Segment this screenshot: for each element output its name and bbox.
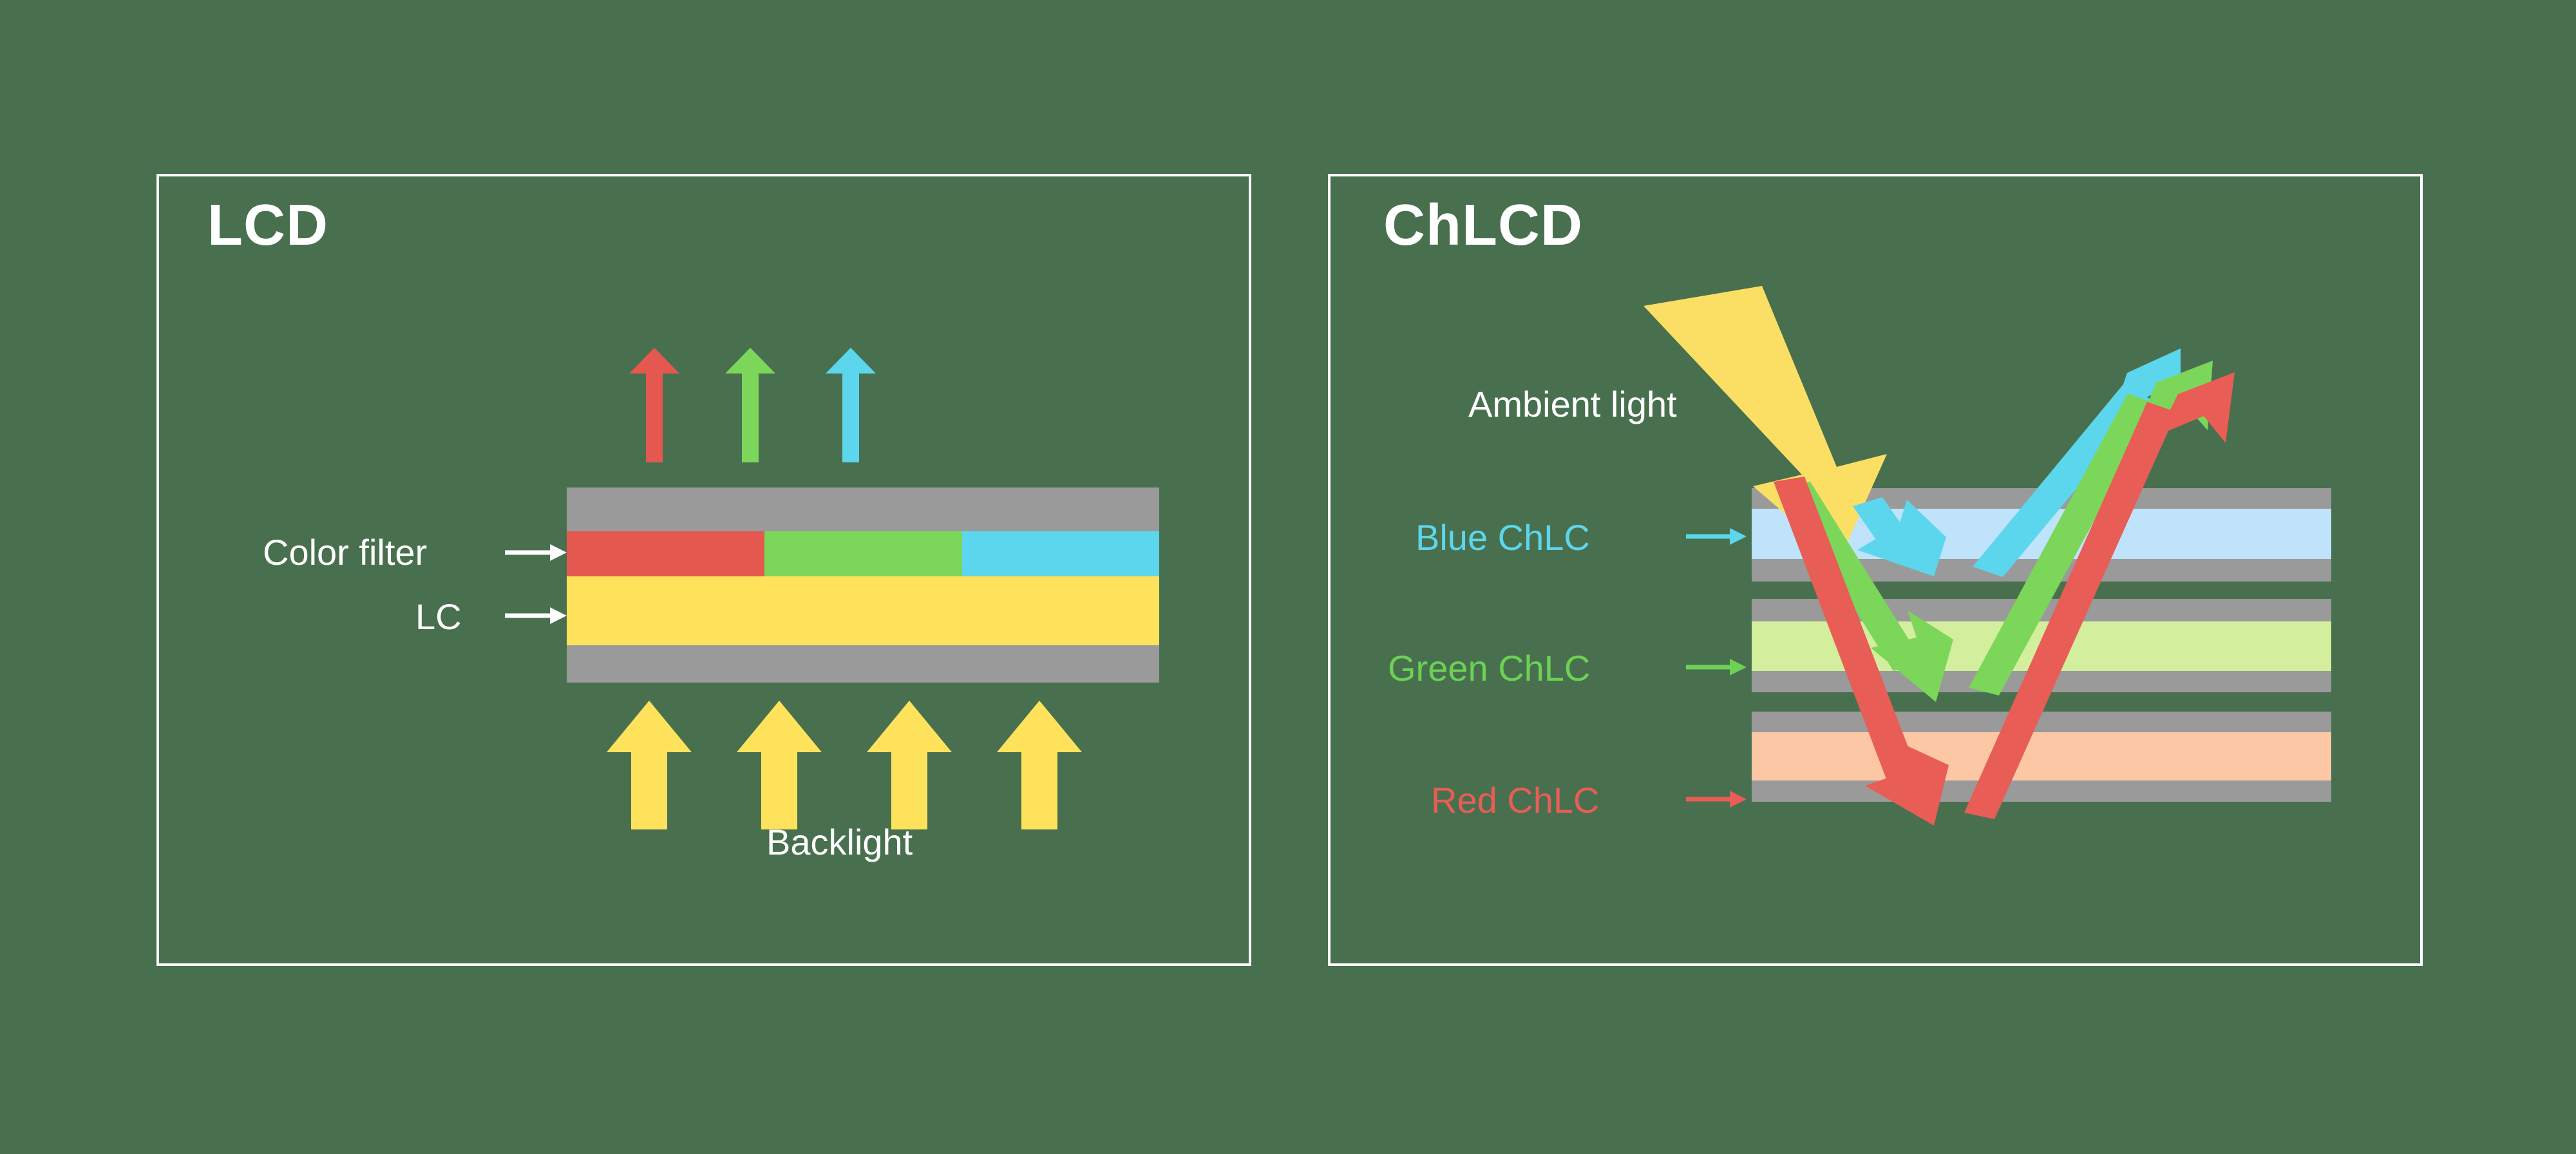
lcd-panel-title: LCD <box>207 193 328 258</box>
lc-label: LC <box>415 596 462 637</box>
chlcd-panel-title: ChLCD <box>1383 193 1583 258</box>
lcd-panel <box>156 174 1251 966</box>
red-chlc-label: Red ChLC <box>1431 780 1600 820</box>
chlcd-panel <box>1328 174 2423 966</box>
color-filter-label: Color filter <box>263 532 428 572</box>
blue-chlc-label: Blue ChLC <box>1416 517 1590 558</box>
green-chlc-label: Green ChLC <box>1388 648 1591 688</box>
ambient-light-label: Ambient light <box>1468 384 1677 424</box>
backlight-label: Backlight <box>766 822 913 862</box>
